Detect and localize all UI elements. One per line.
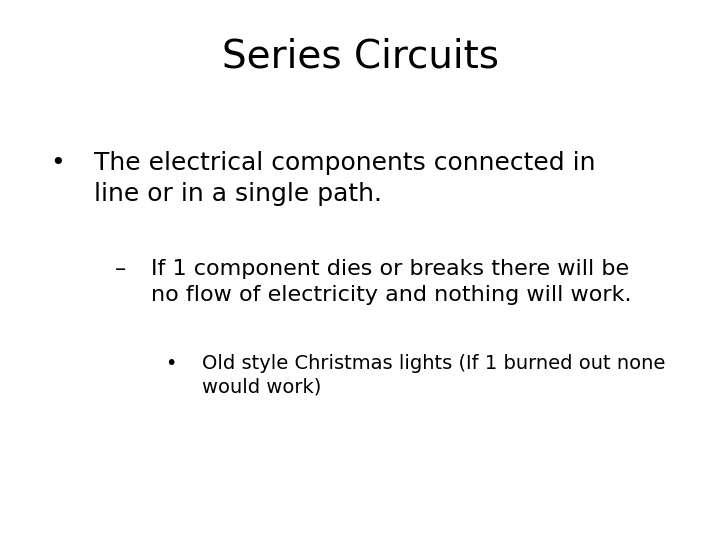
- Text: The electrical components connected in
line or in a single path.: The electrical components connected in l…: [94, 151, 595, 206]
- Text: If 1 component dies or breaks there will be
no flow of electricity and nothing w: If 1 component dies or breaks there will…: [151, 259, 631, 305]
- Text: –: –: [115, 259, 127, 279]
- Text: •: •: [166, 354, 177, 373]
- Text: Series Circuits: Series Circuits: [222, 38, 498, 76]
- Text: •: •: [50, 151, 65, 175]
- Text: Old style Christmas lights (If 1 burned out none
would work): Old style Christmas lights (If 1 burned …: [202, 354, 665, 397]
